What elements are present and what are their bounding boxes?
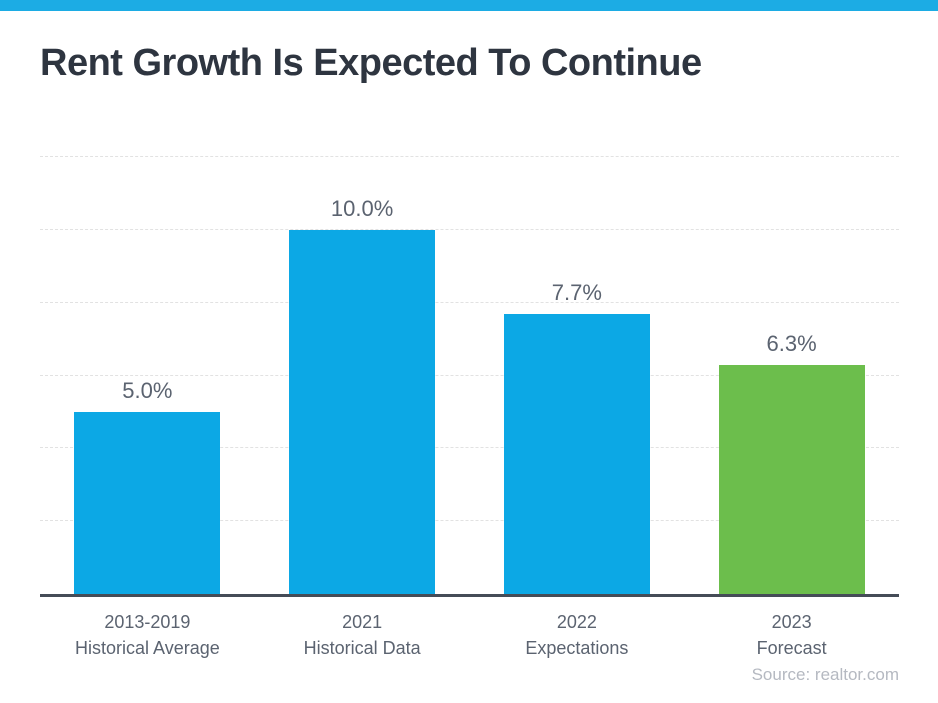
gridline — [40, 228, 899, 230]
gridline — [40, 156, 899, 157]
bar-column-2022: 7.7% — [470, 157, 685, 594]
gridline — [40, 520, 899, 522]
category-label-2023: 2023 Forecast — [756, 612, 827, 658]
bar-2022 — [503, 313, 650, 594]
gridline — [40, 301, 899, 303]
bars-container: 5.0% 10.0% 7.7% 6.3% — [40, 157, 899, 594]
source-attribution: Source: realtor.com — [751, 665, 899, 684]
chart-plot-area: 5.0% 10.0% 7.7% 6.3% — [40, 156, 899, 594]
gridlines — [40, 156, 899, 594]
page-title: Rent Growth Is Expected To Continue — [40, 42, 702, 84]
x-axis-line — [40, 594, 899, 597]
bar-2013-2019 — [74, 411, 221, 594]
category-axis-labels: 2013-2019 Historical Average 2021 Histor… — [40, 609, 899, 661]
gridline — [40, 447, 899, 449]
category-label-2013-2019: 2013-2019 Historical Average — [75, 612, 220, 658]
bar-value-label: 10.0% — [330, 195, 394, 221]
top-accent-bar — [0, 0, 938, 11]
bar-value-label: 5.0% — [122, 377, 173, 403]
gridline — [40, 374, 899, 376]
bar-2021 — [289, 229, 436, 594]
bar-value-label: 7.7% — [551, 279, 602, 305]
bar-column-2021: 10.0% — [255, 157, 470, 594]
bar-column-2013-2019: 5.0% — [40, 157, 255, 594]
bar-column-2023: 6.3% — [684, 157, 899, 594]
category-label-2022: 2022 Expectations — [525, 612, 629, 658]
category-label-2021: 2021 Historical Data — [303, 612, 421, 658]
bar-2023 — [718, 364, 865, 594]
bar-value-label: 6.3% — [766, 330, 817, 356]
